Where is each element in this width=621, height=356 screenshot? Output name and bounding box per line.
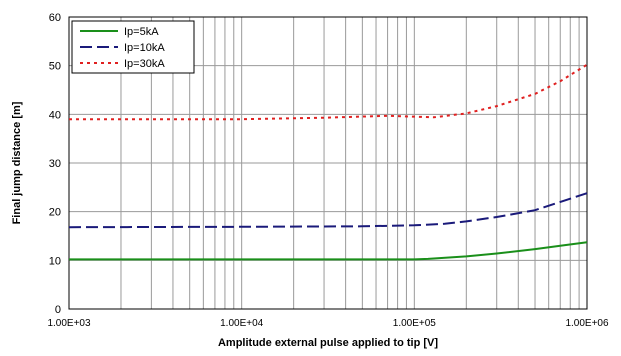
y-tick-label: 0 xyxy=(55,304,61,316)
y-tick-label: 30 xyxy=(49,158,61,170)
x-tick-label: 1.00E+03 xyxy=(47,318,91,329)
x-tick-label: 1.00E+05 xyxy=(393,318,437,329)
y-axis-ticks: 0 10 20 30 40 50 60 xyxy=(49,12,61,316)
legend-label: Ip=30kA xyxy=(124,58,165,70)
y-tick-label: 10 xyxy=(49,255,61,267)
y-tick-label: 50 xyxy=(49,61,61,73)
legend-label: Ip=10kA xyxy=(124,42,165,54)
series-line xyxy=(69,63,588,121)
y-tick-label: 20 xyxy=(49,207,61,219)
plot-area-frame xyxy=(68,16,588,310)
legend-box xyxy=(71,20,195,74)
series-lines xyxy=(68,63,588,261)
y-tick-label: 40 xyxy=(49,109,61,121)
y-axis-title: Final jump distance [m] xyxy=(11,101,23,224)
x-tick-label: 1.00E+06 xyxy=(565,318,609,329)
legend-label: Ip=5kA xyxy=(124,26,159,38)
x-axis-ticks: 1.00E+03 1.00E+04 1.00E+05 1.00E+06 xyxy=(47,318,609,329)
x-tick-label: 1.00E+04 xyxy=(220,318,264,329)
series-line xyxy=(68,192,588,229)
legend: Ip=5kA Ip=10kA Ip=30kA xyxy=(71,20,195,74)
y-tick-label: 60 xyxy=(49,12,61,24)
x-axis-title: Amplitude external pulse applied to tip … xyxy=(218,337,438,349)
series-line xyxy=(69,241,588,261)
